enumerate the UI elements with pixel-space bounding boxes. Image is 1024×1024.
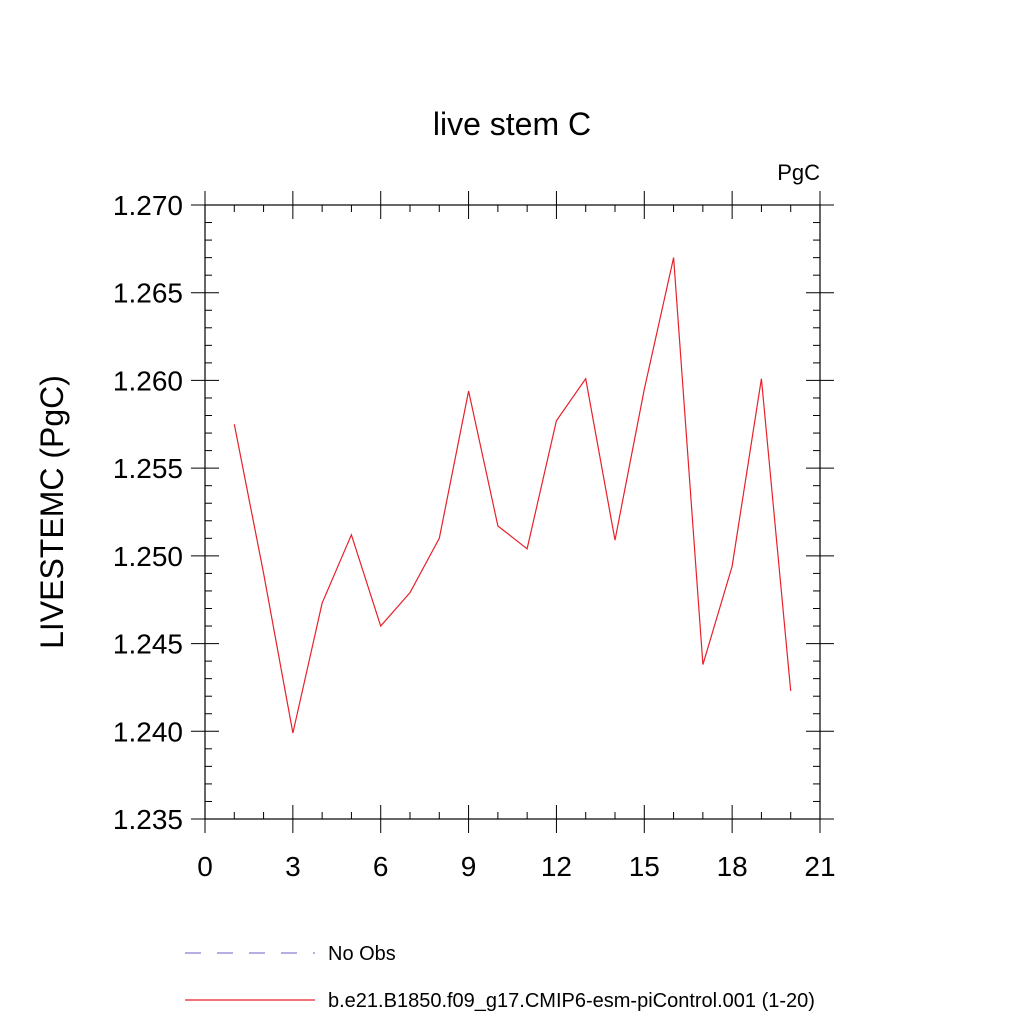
- legend: No Obs b.e21.B1850.f09_g17.CMIP6-esm-piCo…: [185, 943, 815, 1012]
- x-tick-label: 6: [373, 851, 389, 882]
- plot-frame: [204, 204, 821, 820]
- y-tick-label: 1.235: [113, 804, 183, 835]
- y-tick-label: 1.260: [113, 365, 183, 396]
- series-line: [233, 257, 792, 734]
- axes: 0 3 6 9 12 15 18 21 1.235 1.240 1.245 1.250 1.255 1.2…: [113, 190, 836, 882]
- x-tick-label: 18: [717, 851, 748, 882]
- x-tick-label: 3: [285, 851, 301, 882]
- y-tick-label: 1.245: [113, 629, 183, 660]
- y-tick-label: 1.250: [113, 541, 183, 572]
- units-label: PgC: [777, 160, 820, 185]
- x-tick-label: 21: [804, 851, 835, 882]
- x-tick-label: 0: [197, 851, 213, 882]
- legend-label: b.e21.B1850.f09_g17.CMIP6-esm-piControl.…: [328, 990, 815, 1012]
- x-tick-label: 9: [461, 851, 477, 882]
- chart-title: live stem C: [433, 106, 591, 142]
- y-tick-label: 1.265: [113, 278, 183, 309]
- plot-area: [233, 257, 792, 734]
- legend-label: No Obs: [328, 943, 396, 965]
- y-tick-label: 1.270: [113, 190, 183, 221]
- y-tick-label: 1.240: [113, 716, 183, 747]
- x-tick-label: 12: [541, 851, 572, 882]
- y-tick-label: 1.255: [113, 453, 183, 484]
- x-tick-label: 15: [629, 851, 660, 882]
- y-axis-label: LIVESTEMC (PgC): [34, 375, 70, 649]
